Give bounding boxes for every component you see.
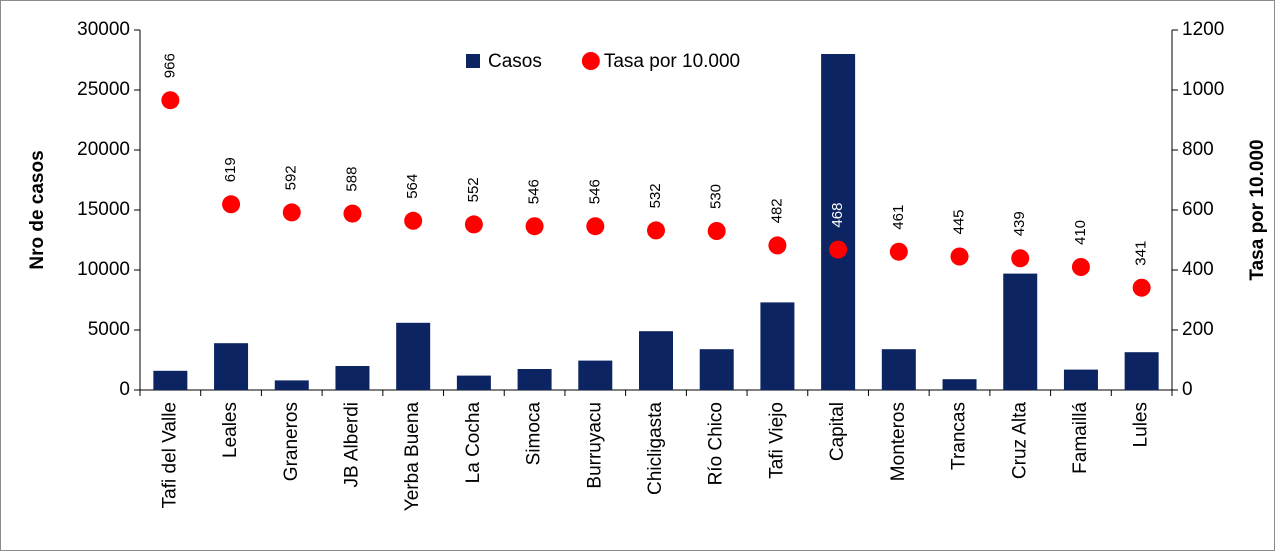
bar — [699, 349, 734, 390]
bar — [1124, 352, 1159, 390]
bar — [1003, 273, 1038, 390]
data-label: 530 — [708, 184, 725, 209]
bar — [578, 360, 613, 390]
x-tick-label: Monteros — [888, 402, 909, 481]
x-tick-label: Tafi del Valle — [159, 402, 180, 508]
y2-tick-label: 1000 — [1182, 79, 1224, 100]
bar — [456, 375, 491, 390]
y-tick-label: 30000 — [77, 19, 130, 40]
dot — [1011, 249, 1030, 268]
data-label: 546 — [586, 179, 603, 204]
y-tick-label: 10000 — [77, 259, 130, 280]
y-axis-title: Nro de casos — [27, 150, 48, 269]
x-tick-label: La Cocha — [463, 402, 484, 484]
y-tick-label: 5000 — [88, 319, 130, 340]
legend-swatch — [466, 54, 480, 68]
x-tick-label: Trancas — [949, 402, 970, 470]
legend-label: Tasa por 10.000 — [604, 51, 740, 72]
dot — [464, 215, 483, 234]
y2-tick-label: 200 — [1182, 319, 1214, 340]
dot — [161, 91, 180, 110]
data-label: 588 — [343, 167, 360, 192]
y2-tick-label: 800 — [1182, 139, 1214, 160]
y-tick-label: 15000 — [77, 199, 130, 220]
dot — [1132, 278, 1151, 297]
x-tick-label: Capital — [827, 402, 848, 461]
x-tick-label: Chicligasta — [645, 402, 666, 495]
x-tick-label: Burruyacu — [584, 402, 605, 489]
data-label: 439 — [1011, 211, 1028, 236]
dot — [647, 221, 665, 240]
y2-tick-label: 0 — [1182, 379, 1193, 400]
data-label: 966 — [161, 53, 178, 78]
data-label: 619 — [222, 157, 239, 182]
bar — [1063, 369, 1098, 390]
data-label: 482 — [768, 198, 785, 223]
bar — [881, 349, 916, 390]
y-tick-label: 25000 — [77, 79, 130, 100]
x-tick-label: Graneros — [281, 402, 302, 481]
x-tick-label: Simoca — [524, 402, 545, 466]
dot — [343, 204, 362, 223]
bar — [153, 370, 188, 390]
x-tick-label: Río Chico — [706, 402, 727, 485]
y-tick-label: 20000 — [77, 139, 130, 160]
dot — [889, 242, 908, 261]
x-tick-label: Lules — [1131, 402, 1152, 447]
x-tick-label: Leales — [220, 402, 241, 458]
dot — [707, 222, 726, 240]
data-label: 592 — [283, 165, 300, 190]
x-tick-label: Famaillá — [1070, 402, 1091, 474]
dot — [404, 211, 423, 230]
bar — [639, 331, 673, 390]
dot — [586, 217, 605, 236]
data-label: 341 — [1133, 241, 1150, 266]
dot — [768, 236, 787, 255]
x-tick-label: Yerba Buena — [402, 402, 423, 512]
bar — [274, 380, 309, 390]
dot — [525, 217, 544, 236]
data-label: 532 — [647, 183, 664, 208]
bar — [214, 343, 249, 390]
data-label: 468 — [829, 203, 846, 228]
dot — [222, 195, 241, 214]
dot — [1071, 258, 1090, 276]
bar — [335, 366, 370, 390]
y2-axis-title: Tasa por 10.000 — [1247, 139, 1268, 280]
dot — [829, 240, 848, 259]
dot — [950, 247, 969, 266]
bar — [942, 379, 977, 390]
y2-tick-label: 600 — [1182, 199, 1214, 220]
y2-tick-label: 400 — [1182, 259, 1214, 280]
legend-swatch — [581, 52, 600, 70]
x-tick-label: JB Alberdi — [341, 402, 362, 488]
x-tick-label: Cruz Alta — [1009, 402, 1030, 480]
data-label: 552 — [465, 177, 482, 202]
data-label: 546 — [526, 179, 543, 204]
data-label: 461 — [890, 205, 907, 230]
bar — [396, 322, 431, 390]
legend-label: Casos — [488, 51, 542, 72]
x-tick-label: Tafi Viejo — [766, 402, 787, 479]
data-label: 445 — [950, 209, 967, 234]
y2-tick-label: 1200 — [1182, 19, 1224, 40]
bar — [821, 54, 856, 390]
y-tick-label: 0 — [119, 379, 130, 400]
data-label: 564 — [404, 174, 421, 199]
bar — [760, 302, 795, 390]
dot — [282, 203, 301, 222]
data-label: 410 — [1072, 220, 1089, 245]
bar — [517, 369, 552, 390]
